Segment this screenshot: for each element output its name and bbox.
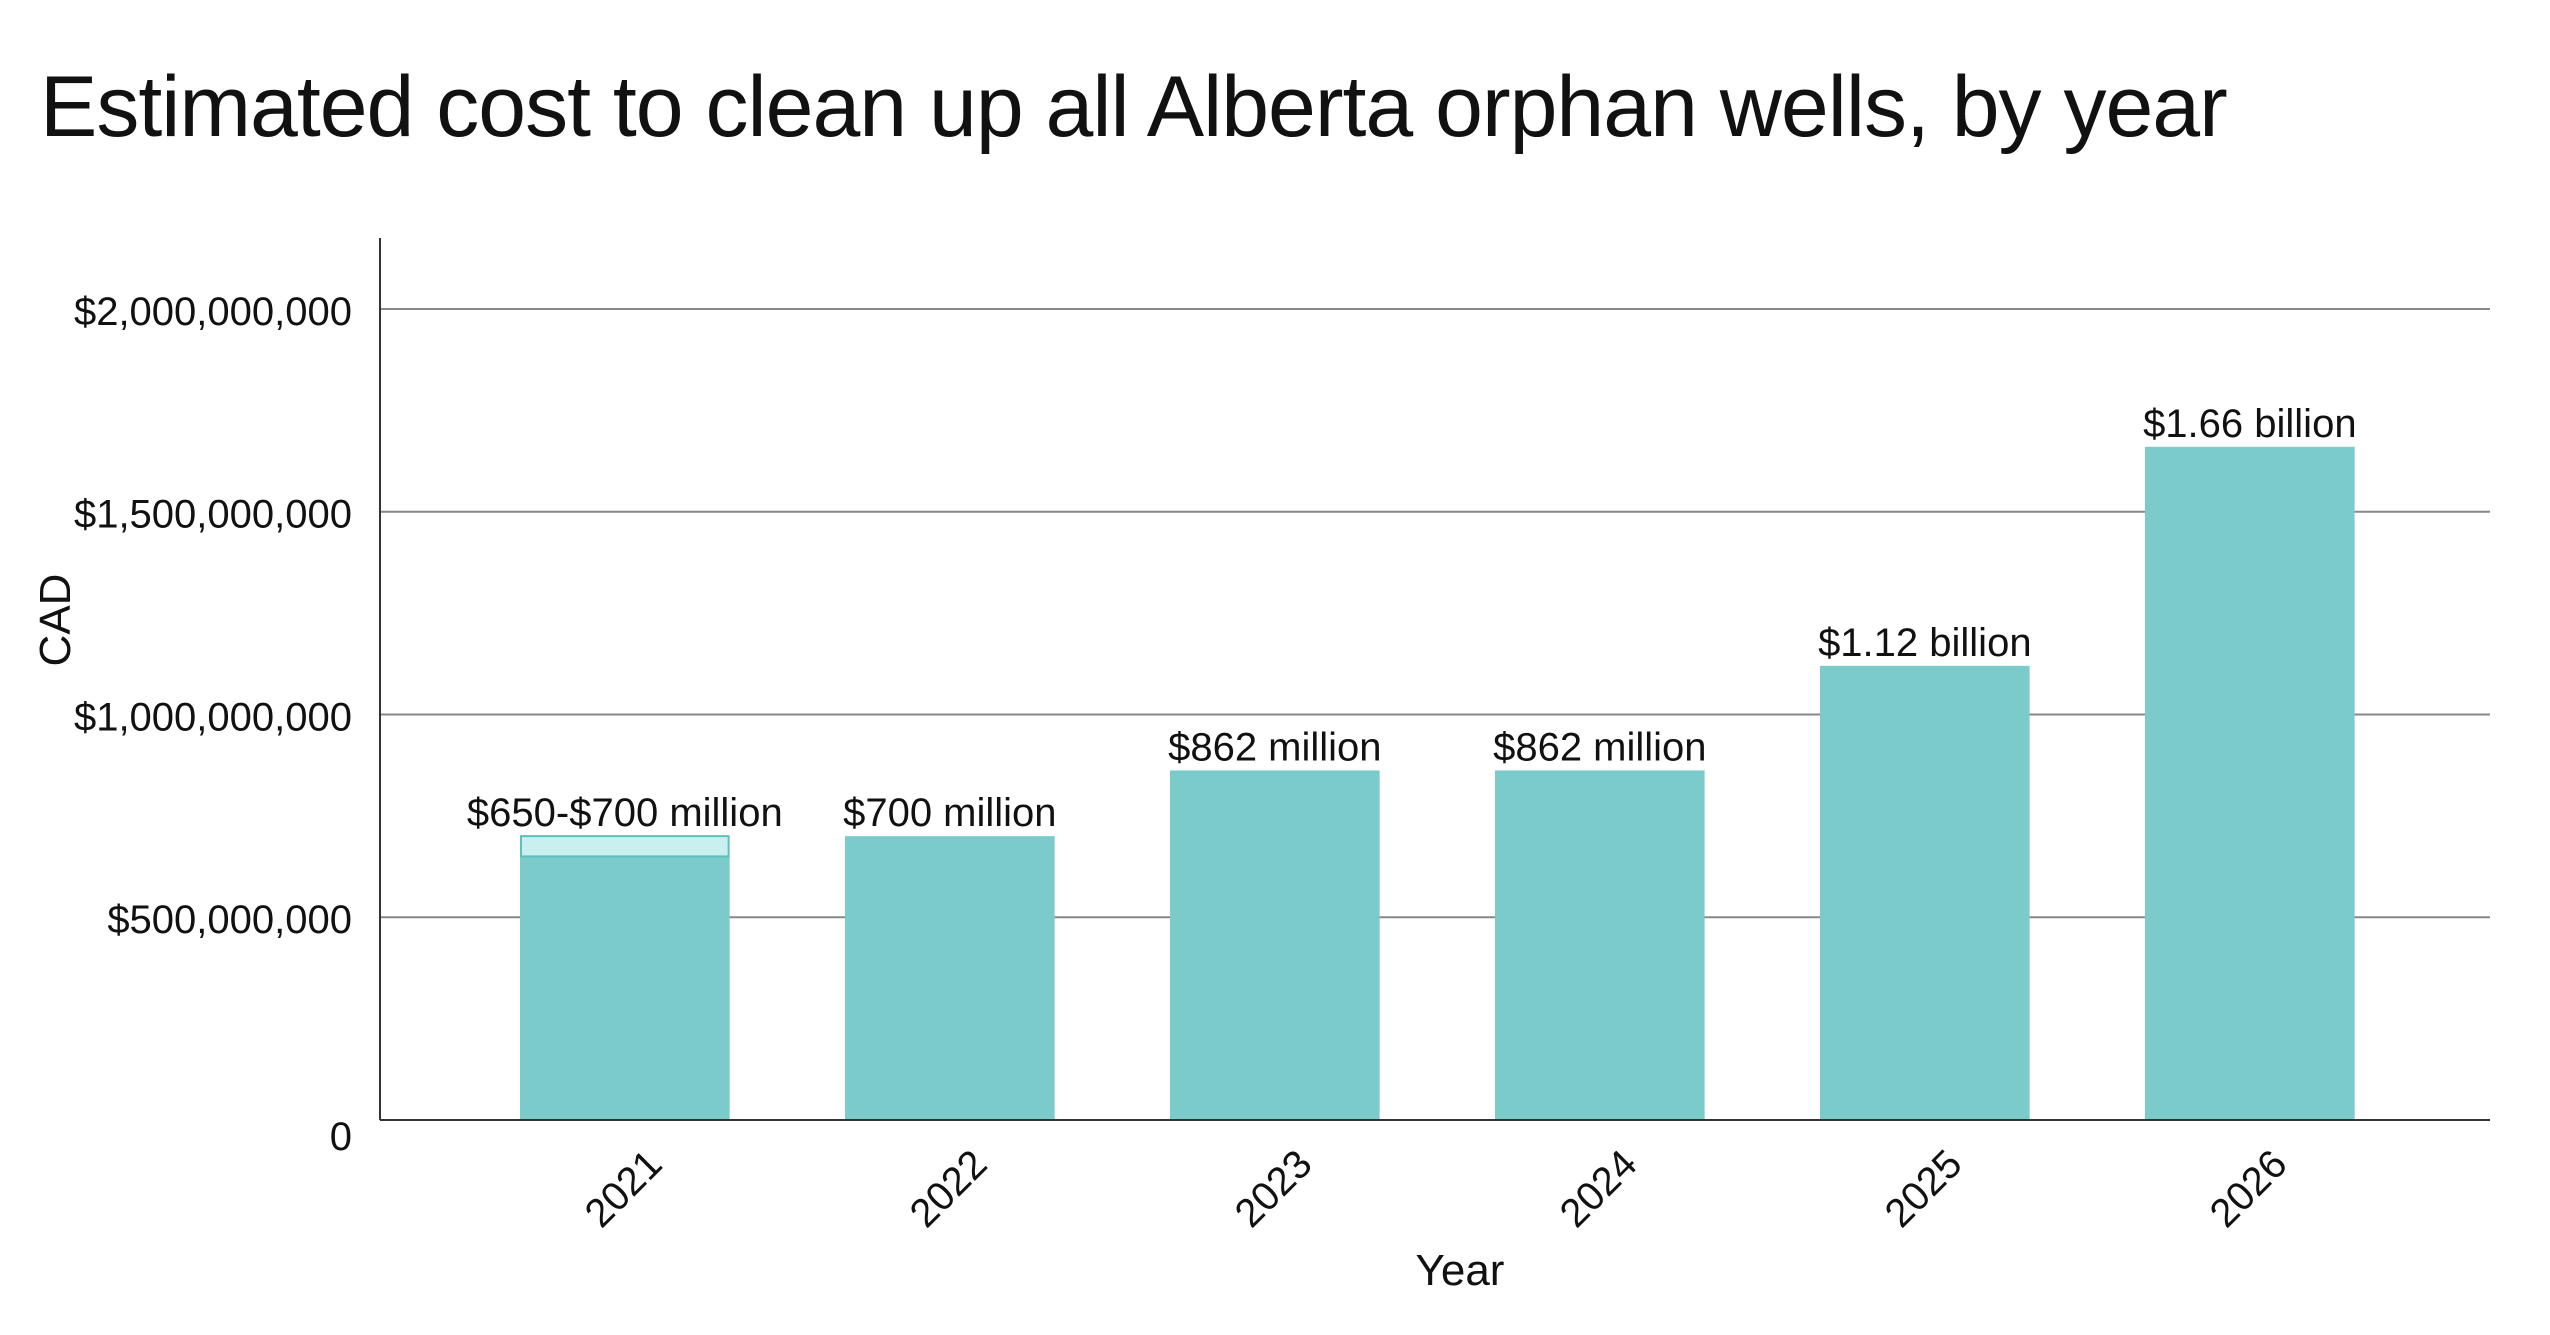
y-tick-label: $2,000,000,000 bbox=[74, 290, 352, 334]
x-tick-label: 2026 bbox=[2202, 1142, 2296, 1236]
bars bbox=[520, 446, 2355, 1120]
axes bbox=[379, 238, 2490, 1121]
gridlines bbox=[380, 307, 2490, 919]
x-tick-label: 2022 bbox=[902, 1142, 996, 1236]
y-axis-title: CAD bbox=[31, 574, 80, 667]
x-tick-label: 2023 bbox=[1227, 1142, 1321, 1236]
data-labels: $650-$700 million $700 million $862 millio… bbox=[467, 402, 2357, 835]
data-label: $700 million bbox=[843, 791, 1056, 835]
x-tick-label: 2024 bbox=[1552, 1142, 1646, 1236]
data-label: $650-$700 million bbox=[467, 791, 783, 835]
bar bbox=[1495, 770, 1705, 1120]
x-tick-label: 2025 bbox=[1877, 1142, 1971, 1236]
data-label: $1.66 billion bbox=[2143, 402, 2357, 446]
x-tick-labels: 2021 2022 2023 2024 2025 2026 bbox=[577, 1142, 2296, 1236]
y-tick-label: $1,500,000,000 bbox=[74, 493, 352, 537]
bar bbox=[1170, 770, 1380, 1120]
bar bbox=[520, 856, 730, 1120]
y-tick-label: $500,000,000 bbox=[107, 898, 352, 942]
x-tick-label: 2021 bbox=[577, 1142, 671, 1236]
data-label: $862 million bbox=[1493, 725, 1706, 769]
data-label: $1.12 billion bbox=[1818, 621, 2032, 665]
x-axis-title: Year bbox=[1416, 1246, 1505, 1295]
y-tick-labels: 0 $500,000,000 $1,000,000,000 $1,500,000,00… bbox=[74, 290, 352, 1159]
data-label: $862 million bbox=[1168, 725, 1381, 769]
bar bbox=[2145, 446, 2355, 1120]
bar bbox=[1820, 665, 2030, 1120]
y-tick-label: 0 bbox=[330, 1115, 352, 1159]
y-tick-label: $1,000,000,000 bbox=[74, 695, 352, 739]
bar-range bbox=[520, 835, 730, 858]
bar bbox=[845, 836, 1055, 1120]
chart-title: Estimated cost to clean up all Alberta o… bbox=[40, 59, 2228, 155]
